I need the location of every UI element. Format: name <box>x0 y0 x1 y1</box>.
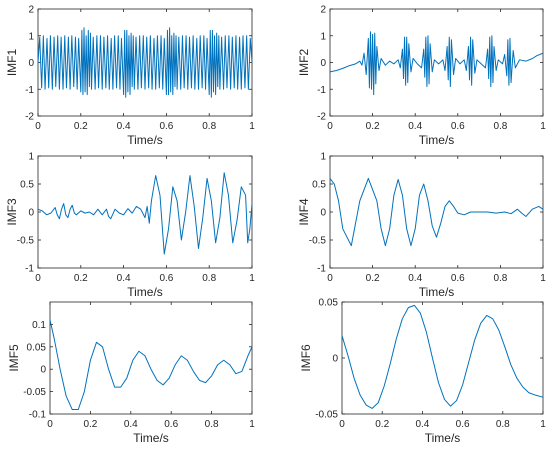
imf6-ytick-label: -0.05 <box>315 410 338 421</box>
imf6-ytick-label: 0.05 <box>319 298 339 309</box>
imf5-ytick-label: 0.1 <box>32 320 46 331</box>
imf4-panel: 0 0.2 0.4 0.6 0.8 1 -1 -0.5 0 0.5 1 Time/s IMF4 <box>297 152 546 300</box>
imf6-ytick-label: 0 <box>332 354 338 365</box>
imf3-panel: 0 0.2 0.4 0.6 0.8 1 -1 -0.5 0 0.5 1 Time/s IMF3 <box>5 152 255 300</box>
imf6-xtick-label: 0.8 <box>496 419 510 430</box>
imf5-xtick-label: 0.4 <box>124 419 138 430</box>
imf4-xtick-label: 0.6 <box>451 273 465 284</box>
imf1-ytick-label: -2 <box>25 112 34 123</box>
imf4-ytick-label: -0.5 <box>309 236 327 247</box>
imf3-ylabel: IMF3 <box>5 198 19 226</box>
imf3-xtick-label: 1 <box>249 273 255 284</box>
imf2-xtick-label: 0 <box>327 121 333 132</box>
imf3-xlabel: Time/s <box>127 285 163 299</box>
imf6-xtick-label: 0 <box>339 419 345 430</box>
imf3-axes-box <box>37 155 253 269</box>
imf1-xtick-label: 0.4 <box>117 121 131 132</box>
imf5-xtick-label: 0.8 <box>205 419 219 430</box>
imf1-ytick-label: 1 <box>28 31 34 42</box>
imf4-axes-box <box>329 155 544 269</box>
imf2-ylabel: IMF2 <box>297 49 311 77</box>
imf1-xtick-label: 0.8 <box>202 121 216 132</box>
imf3-ytick-label: 1 <box>28 152 34 163</box>
imf5-xtick-label: 1 <box>249 419 255 430</box>
imf1-ytick-label: 0 <box>28 58 34 69</box>
imf4-xtick-label: 0.8 <box>493 273 507 284</box>
imf5-ytick-label: -0.1 <box>29 410 47 421</box>
imf1-axes-box <box>37 8 253 117</box>
imf4-xtick-label: 0 <box>327 273 333 284</box>
imf4-ytick-label: -1 <box>317 264 326 275</box>
imf3-ytick-label: 0.5 <box>20 180 34 191</box>
imf6-xtick-label: 0.2 <box>375 419 389 430</box>
imf2-ytick-label: -1 <box>317 85 326 96</box>
imf6-ylabel: IMF6 <box>299 344 313 372</box>
imf5-ytick-label: -0.05 <box>23 387 46 398</box>
imf2-ytick-label: -2 <box>317 112 326 123</box>
imf2-xtick-label: 0.8 <box>493 121 507 132</box>
imf2-series-line <box>329 31 544 96</box>
imf5-xtick-label: 0 <box>47 419 53 430</box>
imf4-xlabel: Time/s <box>419 285 455 299</box>
imf1-panel: 0 0.2 0.4 0.6 0.8 1 -2 -1 0 1 2 Time/s IMF1 <box>5 5 255 148</box>
imf4-ytick-label: 1 <box>320 152 326 163</box>
imf6-xtick-label: 0.6 <box>456 419 470 430</box>
imf5-panel: 0 0.2 0.4 0.6 0.8 1 -0.1 -0.05 0 0.05 0.1 Time/s IMF… <box>7 301 255 445</box>
imf1-ytick-label: 2 <box>28 5 34 16</box>
imf6-xtick-label: 1 <box>540 419 546 430</box>
imf5-ylabel: IMF5 <box>7 344 21 372</box>
imf2-panel: 0 0.2 0.4 0.6 0.8 1 -2 -1 0 1 2 Time/s IMF2 <box>297 5 546 148</box>
imf1-xlabel: Time/s <box>127 133 163 147</box>
imf2-ytick-label: 1 <box>320 31 326 42</box>
imf3-ytick-label: -0.5 <box>17 236 35 247</box>
imf3-xtick-label: 0.8 <box>202 273 216 284</box>
imf4-xtick-label: 0.4 <box>408 273 422 284</box>
imf6-xlabel: Time/s <box>425 431 461 445</box>
imf3-xtick-label: 0.2 <box>74 273 88 284</box>
imf2-xtick-label: 0.4 <box>408 121 422 132</box>
imf1-xtick-label: 1 <box>249 121 255 132</box>
imf1-xtick-label: 0.6 <box>159 121 173 132</box>
imf3-xtick-label: 0 <box>35 273 41 284</box>
imf3-xtick-label: 0.6 <box>159 273 173 284</box>
imf2-xtick-label: 0.6 <box>451 121 465 132</box>
imf4-ytick-label: 0 <box>320 208 326 219</box>
imf4-ylabel: IMF4 <box>297 198 311 226</box>
imf4-xtick-label: 0.2 <box>366 273 380 284</box>
imf5-axes-box <box>49 301 253 415</box>
imf3-series-line <box>37 172 253 255</box>
imf5-ytick-label: 0.05 <box>27 342 47 353</box>
imf1-xtick-label: 0 <box>35 121 41 132</box>
imf6-axes-box <box>341 301 544 415</box>
imf5-xtick-label: 0.2 <box>83 419 97 430</box>
imf5-series-line <box>49 319 253 411</box>
imf4-series-line <box>329 177 544 247</box>
imf1-ytick-label: -1 <box>25 85 34 96</box>
imf2-xtick-label: 0.2 <box>366 121 380 132</box>
imf6-xtick-label: 0.4 <box>415 419 429 430</box>
imf2-ytick-label: 0 <box>320 58 326 69</box>
imf3-ytick-label: -1 <box>25 264 34 275</box>
imf1-series-line <box>37 27 253 98</box>
imf5-ytick-label: 0 <box>40 365 46 376</box>
imf5-xtick-label: 0.6 <box>164 419 178 430</box>
imf2-xlabel: Time/s <box>419 133 455 147</box>
imf1-xtick-label: 0.2 <box>74 121 88 132</box>
imf2-xtick-label: 1 <box>540 121 546 132</box>
imf6-series-line <box>341 304 544 409</box>
imf4-xtick-label: 1 <box>540 273 546 284</box>
imf3-ytick-label: 0 <box>28 208 34 219</box>
imf5-xlabel: Time/s <box>133 431 169 445</box>
imf2-ytick-label: 2 <box>320 5 326 16</box>
imf4-ytick-label: 0.5 <box>312 180 326 191</box>
imf3-xtick-label: 0.4 <box>117 273 131 284</box>
imf1-ylabel: IMF1 <box>5 49 19 77</box>
